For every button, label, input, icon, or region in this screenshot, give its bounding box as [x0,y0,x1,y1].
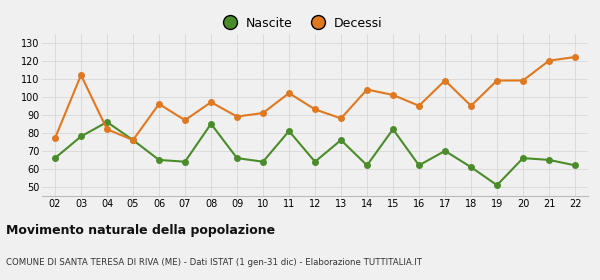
Nascite [520,157,527,160]
Nascite [337,138,344,142]
Nascite [442,149,449,153]
Decessi [337,117,344,120]
Decessi [233,115,241,118]
Decessi [155,102,163,106]
Decessi [77,73,85,77]
Nascite [571,164,578,167]
Nascite [286,129,293,133]
Line: Nascite: Nascite [52,119,578,188]
Nascite [233,157,241,160]
Decessi [389,93,397,97]
Decessi [52,137,59,140]
Nascite [389,128,397,131]
Decessi [311,108,319,111]
Nascite [77,135,85,138]
Decessi [545,59,553,62]
Decessi [364,88,371,91]
Nascite [493,183,500,187]
Legend: Nascite, Decessi: Nascite, Decessi [212,12,388,35]
Nascite [181,160,188,164]
Decessi [467,104,475,108]
Decessi [415,104,422,108]
Decessi [571,55,578,59]
Nascite [130,138,137,142]
Decessi [520,79,527,82]
Nascite [311,160,319,164]
Decessi [442,79,449,82]
Nascite [415,164,422,167]
Nascite [103,120,110,124]
Text: Movimento naturale della popolazione: Movimento naturale della popolazione [6,224,275,237]
Nascite [467,165,475,169]
Nascite [259,160,266,164]
Nascite [208,122,215,125]
Decessi [286,92,293,95]
Nascite [52,157,59,160]
Line: Decessi: Decessi [52,54,578,143]
Nascite [155,158,163,162]
Decessi [208,101,215,104]
Nascite [364,164,371,167]
Decessi [103,128,110,131]
Decessi [259,111,266,115]
Decessi [493,79,500,82]
Decessi [181,118,188,122]
Text: COMUNE DI SANTA TERESA DI RIVA (ME) - Dati ISTAT (1 gen-31 dic) - Elaborazione T: COMUNE DI SANTA TERESA DI RIVA (ME) - Da… [6,258,422,267]
Nascite [545,158,553,162]
Decessi [130,138,137,142]
